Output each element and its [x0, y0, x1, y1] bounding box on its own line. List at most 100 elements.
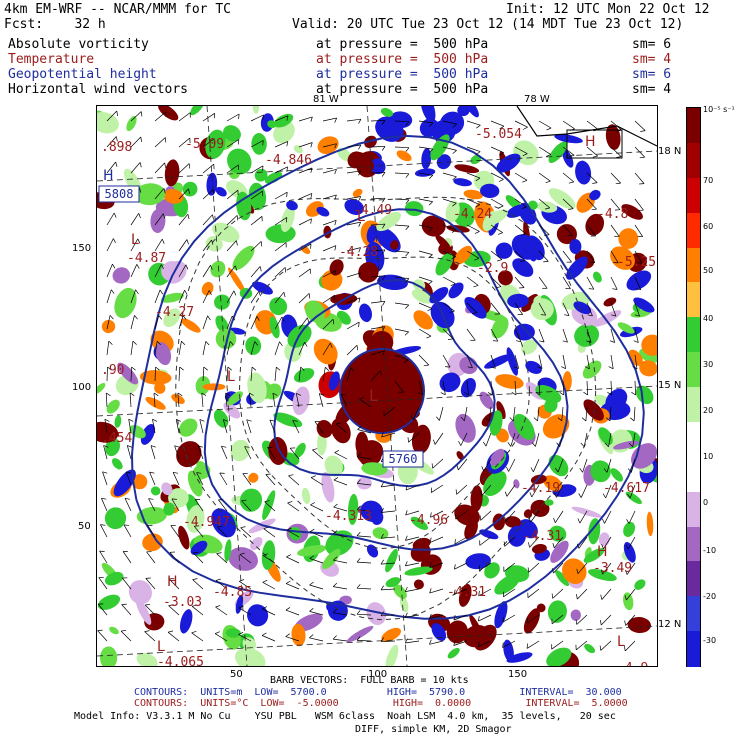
wind-barb-flag [576, 594, 578, 600]
wind-barb [191, 632, 204, 642]
wind-barb [490, 250, 503, 260]
colorbar-swatch [687, 212, 700, 248]
wind-barb-flag [285, 633, 291, 637]
barb-vectors-note: BARB VECTORS: FULL BARB = 10 kts [270, 675, 469, 686]
wind-barb [530, 510, 540, 523]
wind-barb [453, 640, 468, 646]
wind-barb-flag [407, 437, 409, 443]
wind-barb-flag [334, 245, 337, 251]
wind-barb [346, 170, 361, 174]
wind-barb [405, 614, 420, 618]
temperature-label: -4.9 [617, 661, 648, 666]
wind-barb [562, 354, 567, 369]
wind-barb [106, 366, 108, 382]
low-marker: L [357, 209, 365, 225]
wind-barb-flag [109, 315, 114, 320]
wind-barb [322, 168, 337, 174]
colorbar-swatch [687, 421, 700, 458]
wind-barb [152, 419, 156, 434]
wind-barb-flag [454, 564, 456, 570]
wind-barb [356, 640, 372, 642]
y-tick-100: 100 [72, 382, 92, 393]
wind-barb-flag [568, 181, 574, 184]
wind-barb [267, 447, 276, 460]
wind-barb-flag [256, 316, 260, 321]
wind-barb-flag [429, 148, 434, 153]
wind-barb [106, 161, 116, 174]
wind-barb [610, 354, 614, 369]
wind-barb-flag [286, 527, 292, 531]
wind-barb-flag [612, 288, 618, 290]
longitude-line [206, 106, 248, 666]
wind-barb [226, 164, 239, 174]
wind-barb-flag [382, 249, 386, 255]
wind-barb [250, 216, 263, 226]
vorticity-blob [590, 460, 611, 483]
wind-barb [322, 245, 337, 252]
wind-barb-flag [138, 213, 141, 219]
vorticity-blob [480, 183, 500, 199]
wind-barb [394, 172, 410, 175]
vorticity-blob [150, 486, 161, 496]
vorticity-blob [463, 624, 490, 648]
wind-barb-flag [503, 541, 506, 547]
wind-barb [202, 214, 213, 226]
wind-barb [381, 484, 396, 488]
vorticity-blob [588, 568, 617, 582]
wind-barb [202, 113, 215, 122]
wind-barb [466, 198, 480, 206]
temperature-label: -5.09 [185, 137, 224, 152]
wind-barb [194, 499, 204, 512]
wind-barb [418, 250, 433, 255]
vorticity-blob [214, 294, 230, 310]
wind-barb [201, 393, 204, 408]
wind-barb-flag [430, 512, 432, 518]
wind-barb [333, 586, 348, 590]
wind-barb-flag [506, 466, 509, 472]
island-outline [566, 129, 623, 159]
vorticity-blob [292, 386, 310, 416]
wind-barb [418, 172, 433, 176]
wind-barb-flag [634, 314, 640, 317]
wind-barb-flag [155, 366, 160, 371]
wind-barb [610, 328, 616, 343]
wind-barb-flag [568, 208, 574, 210]
wind-barb-flag [428, 254, 433, 258]
wind-barb-flag [148, 498, 154, 500]
vorticity-blob [179, 609, 193, 634]
wind-barb [586, 302, 593, 317]
vorticity-blob [582, 360, 602, 379]
wind-barb [479, 562, 492, 571]
wind-barb-flag [535, 392, 541, 396]
wind-barb [250, 266, 261, 278]
wind-barb-flag [577, 518, 581, 524]
wind-barb-flag [217, 525, 223, 528]
wind-barb-flag [640, 130, 646, 132]
vorticity-blob [176, 441, 202, 468]
wind-barb-flag [537, 366, 543, 369]
vorticity-blob [497, 270, 513, 286]
wind-barb [97, 603, 108, 616]
wind-barb-flag [490, 366, 496, 369]
temperature-label: -4.87 [127, 251, 166, 266]
wind-barb [298, 268, 311, 278]
vorticity-blob [393, 584, 407, 599]
wind-barb [274, 166, 288, 174]
vorticity-blob [114, 415, 122, 428]
wind-barb [562, 276, 571, 289]
wind-barb [174, 445, 180, 460]
wind-barb [106, 238, 114, 252]
wind-barb-flag [285, 580, 291, 584]
lon-label-81w: 81 W [313, 94, 339, 105]
wind-barb [263, 528, 276, 538]
wind-barb [274, 115, 289, 122]
wind-barb-flag [543, 261, 549, 263]
wind-barb-flag [451, 256, 456, 260]
colorbar-label: 40 [703, 314, 714, 323]
vorticity-blob [548, 141, 568, 164]
colorbar-swatch [687, 456, 700, 493]
wind-barb [101, 498, 108, 512]
eyewall-core [340, 349, 424, 433]
wind-barb [289, 447, 300, 460]
wind-barb [490, 302, 501, 315]
